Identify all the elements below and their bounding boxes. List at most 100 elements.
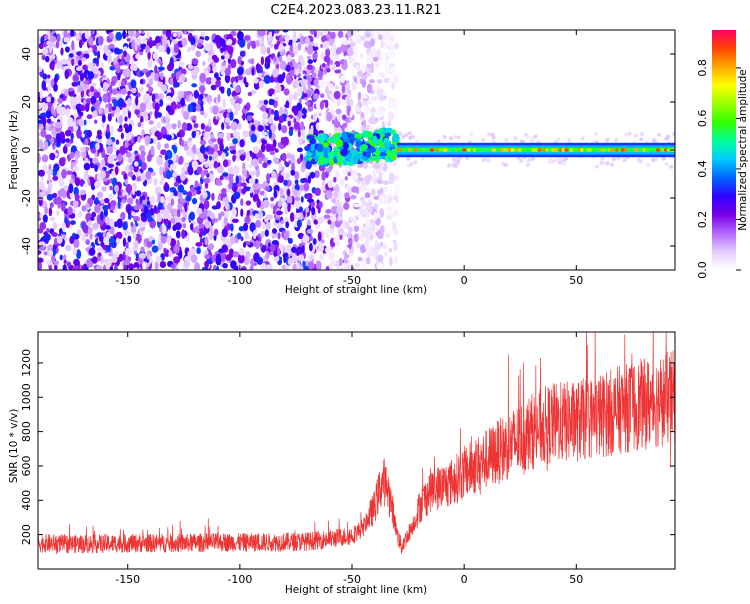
spectrogram-cell <box>604 138 609 143</box>
spectrogram-cell <box>117 198 121 209</box>
spectrogram-cell <box>72 74 79 82</box>
spectrogram-cell <box>147 59 153 69</box>
spectrogram-cell <box>382 180 389 186</box>
spectrogram-cell <box>91 147 96 154</box>
spectrogram-cell <box>92 157 99 164</box>
spectrogram-cell <box>70 30 75 37</box>
spectrogram-cell <box>636 157 641 162</box>
spectrogram-cell <box>44 206 48 215</box>
spectrogram-cell <box>347 260 351 269</box>
spectrogram-cell <box>41 80 46 90</box>
spectrogram-cell <box>175 230 181 239</box>
spectrogram-cell <box>378 94 385 102</box>
spectrogram-cell <box>661 156 666 161</box>
spectrogram-cell <box>273 57 277 62</box>
spectrogram-cell <box>115 112 121 118</box>
spectrogram-cell <box>321 35 327 43</box>
spectrogram-cell <box>383 194 389 205</box>
spectrogram-cell <box>261 131 268 136</box>
spectrogram-cell <box>46 193 54 201</box>
spectrogram-cell <box>600 156 605 161</box>
spectrogram-cell <box>561 161 566 166</box>
spectrogram-cell <box>106 38 113 43</box>
spectrogram-cell <box>38 119 44 124</box>
spectrogram-cell <box>133 204 140 211</box>
spectrogram-cell <box>125 241 129 248</box>
spectrogram-cell <box>366 187 371 193</box>
spectrogram-cell <box>38 132 41 137</box>
spectrogram-cell <box>96 129 102 137</box>
spectrogram-cell <box>452 157 457 162</box>
spectrogram-cell <box>76 129 82 139</box>
spectrogram-cell <box>96 50 101 60</box>
spectrogram-cell <box>185 149 192 157</box>
spectrogram-cell <box>151 93 156 102</box>
spectrogram-cell <box>50 96 55 102</box>
spectrogram-cell <box>170 101 177 110</box>
spectrogram-cell <box>173 181 179 187</box>
spectrogram-cell <box>349 98 354 108</box>
spectrogram-cell <box>108 218 115 228</box>
spectrogram-cell <box>134 108 141 115</box>
spectrogram-cell <box>217 94 221 103</box>
spectrogram-cell <box>85 212 92 222</box>
spectrogram-cell <box>87 226 93 235</box>
spectrogram-cell <box>562 158 566 163</box>
spectrogram-cell <box>318 244 325 252</box>
spectrogram-cell <box>265 250 270 260</box>
spectrogram-cell <box>221 188 227 195</box>
spectrogram-cell <box>105 129 111 140</box>
spectrogram-cell <box>71 58 75 66</box>
spectrogram-cell <box>601 148 607 152</box>
spectrogram-cell <box>313 78 319 86</box>
spectrogram-cell <box>42 73 48 80</box>
spectrogram-cell <box>186 141 192 149</box>
spectrogram-cell <box>77 59 83 67</box>
spectrogram-cell <box>255 63 260 71</box>
spectrogram-cell <box>190 254 198 264</box>
spectrogram-cell <box>335 170 340 180</box>
spectrogram-cell <box>294 196 301 201</box>
spectrogram-cell <box>373 163 381 169</box>
spectrogram-cell <box>453 135 458 139</box>
spectrogram-cell <box>46 227 50 234</box>
spectrogram-cell <box>307 59 314 64</box>
snr-series <box>38 332 675 555</box>
spectrogram-cell <box>170 217 176 224</box>
spectrogram-cell <box>118 114 123 125</box>
spectrogram-cell <box>190 223 194 231</box>
spectrogram-cell <box>610 162 615 167</box>
spectrogram-cell <box>270 123 277 133</box>
spectrogram-cell <box>51 105 55 115</box>
spectrogram-cell <box>273 116 280 121</box>
spectrogram-cell <box>290 156 296 165</box>
colorbar-label: Normalized spectral amplitude <box>737 69 749 230</box>
spectrogram-cell <box>287 120 292 127</box>
spectrogram-cell <box>343 202 350 211</box>
spectrogram-cell <box>90 161 93 168</box>
spectrogram-cell <box>171 144 177 151</box>
spectrogram-cell <box>313 42 319 47</box>
spectrogram-cell <box>358 177 364 182</box>
spectrogram-cell <box>366 55 373 65</box>
spectrogram-cell <box>300 196 304 203</box>
spectrogram-cell <box>136 175 142 182</box>
spectrogram-cell <box>519 139 524 144</box>
spectrogram-cell <box>196 247 201 254</box>
spectrogram-cell <box>139 79 144 85</box>
spectrogram-cell <box>42 164 48 172</box>
spectrogram-cell <box>286 194 293 205</box>
spectrogram-cell <box>42 116 47 126</box>
spectrogram-cell <box>138 223 145 228</box>
spectrogram-cell <box>491 139 496 144</box>
spectrogram-cell <box>553 148 558 152</box>
spectrogram-cell <box>165 122 173 129</box>
spectrogram-cell <box>334 200 341 208</box>
spectrogram-cell <box>283 179 288 186</box>
spectrogram-cell <box>253 196 259 201</box>
spectrogram-cell <box>38 228 44 234</box>
spectrogram-cell <box>232 165 240 175</box>
spectrogram-cell <box>393 75 399 83</box>
spectrogram-cell <box>160 84 168 92</box>
spectrogram-cell <box>68 87 74 92</box>
